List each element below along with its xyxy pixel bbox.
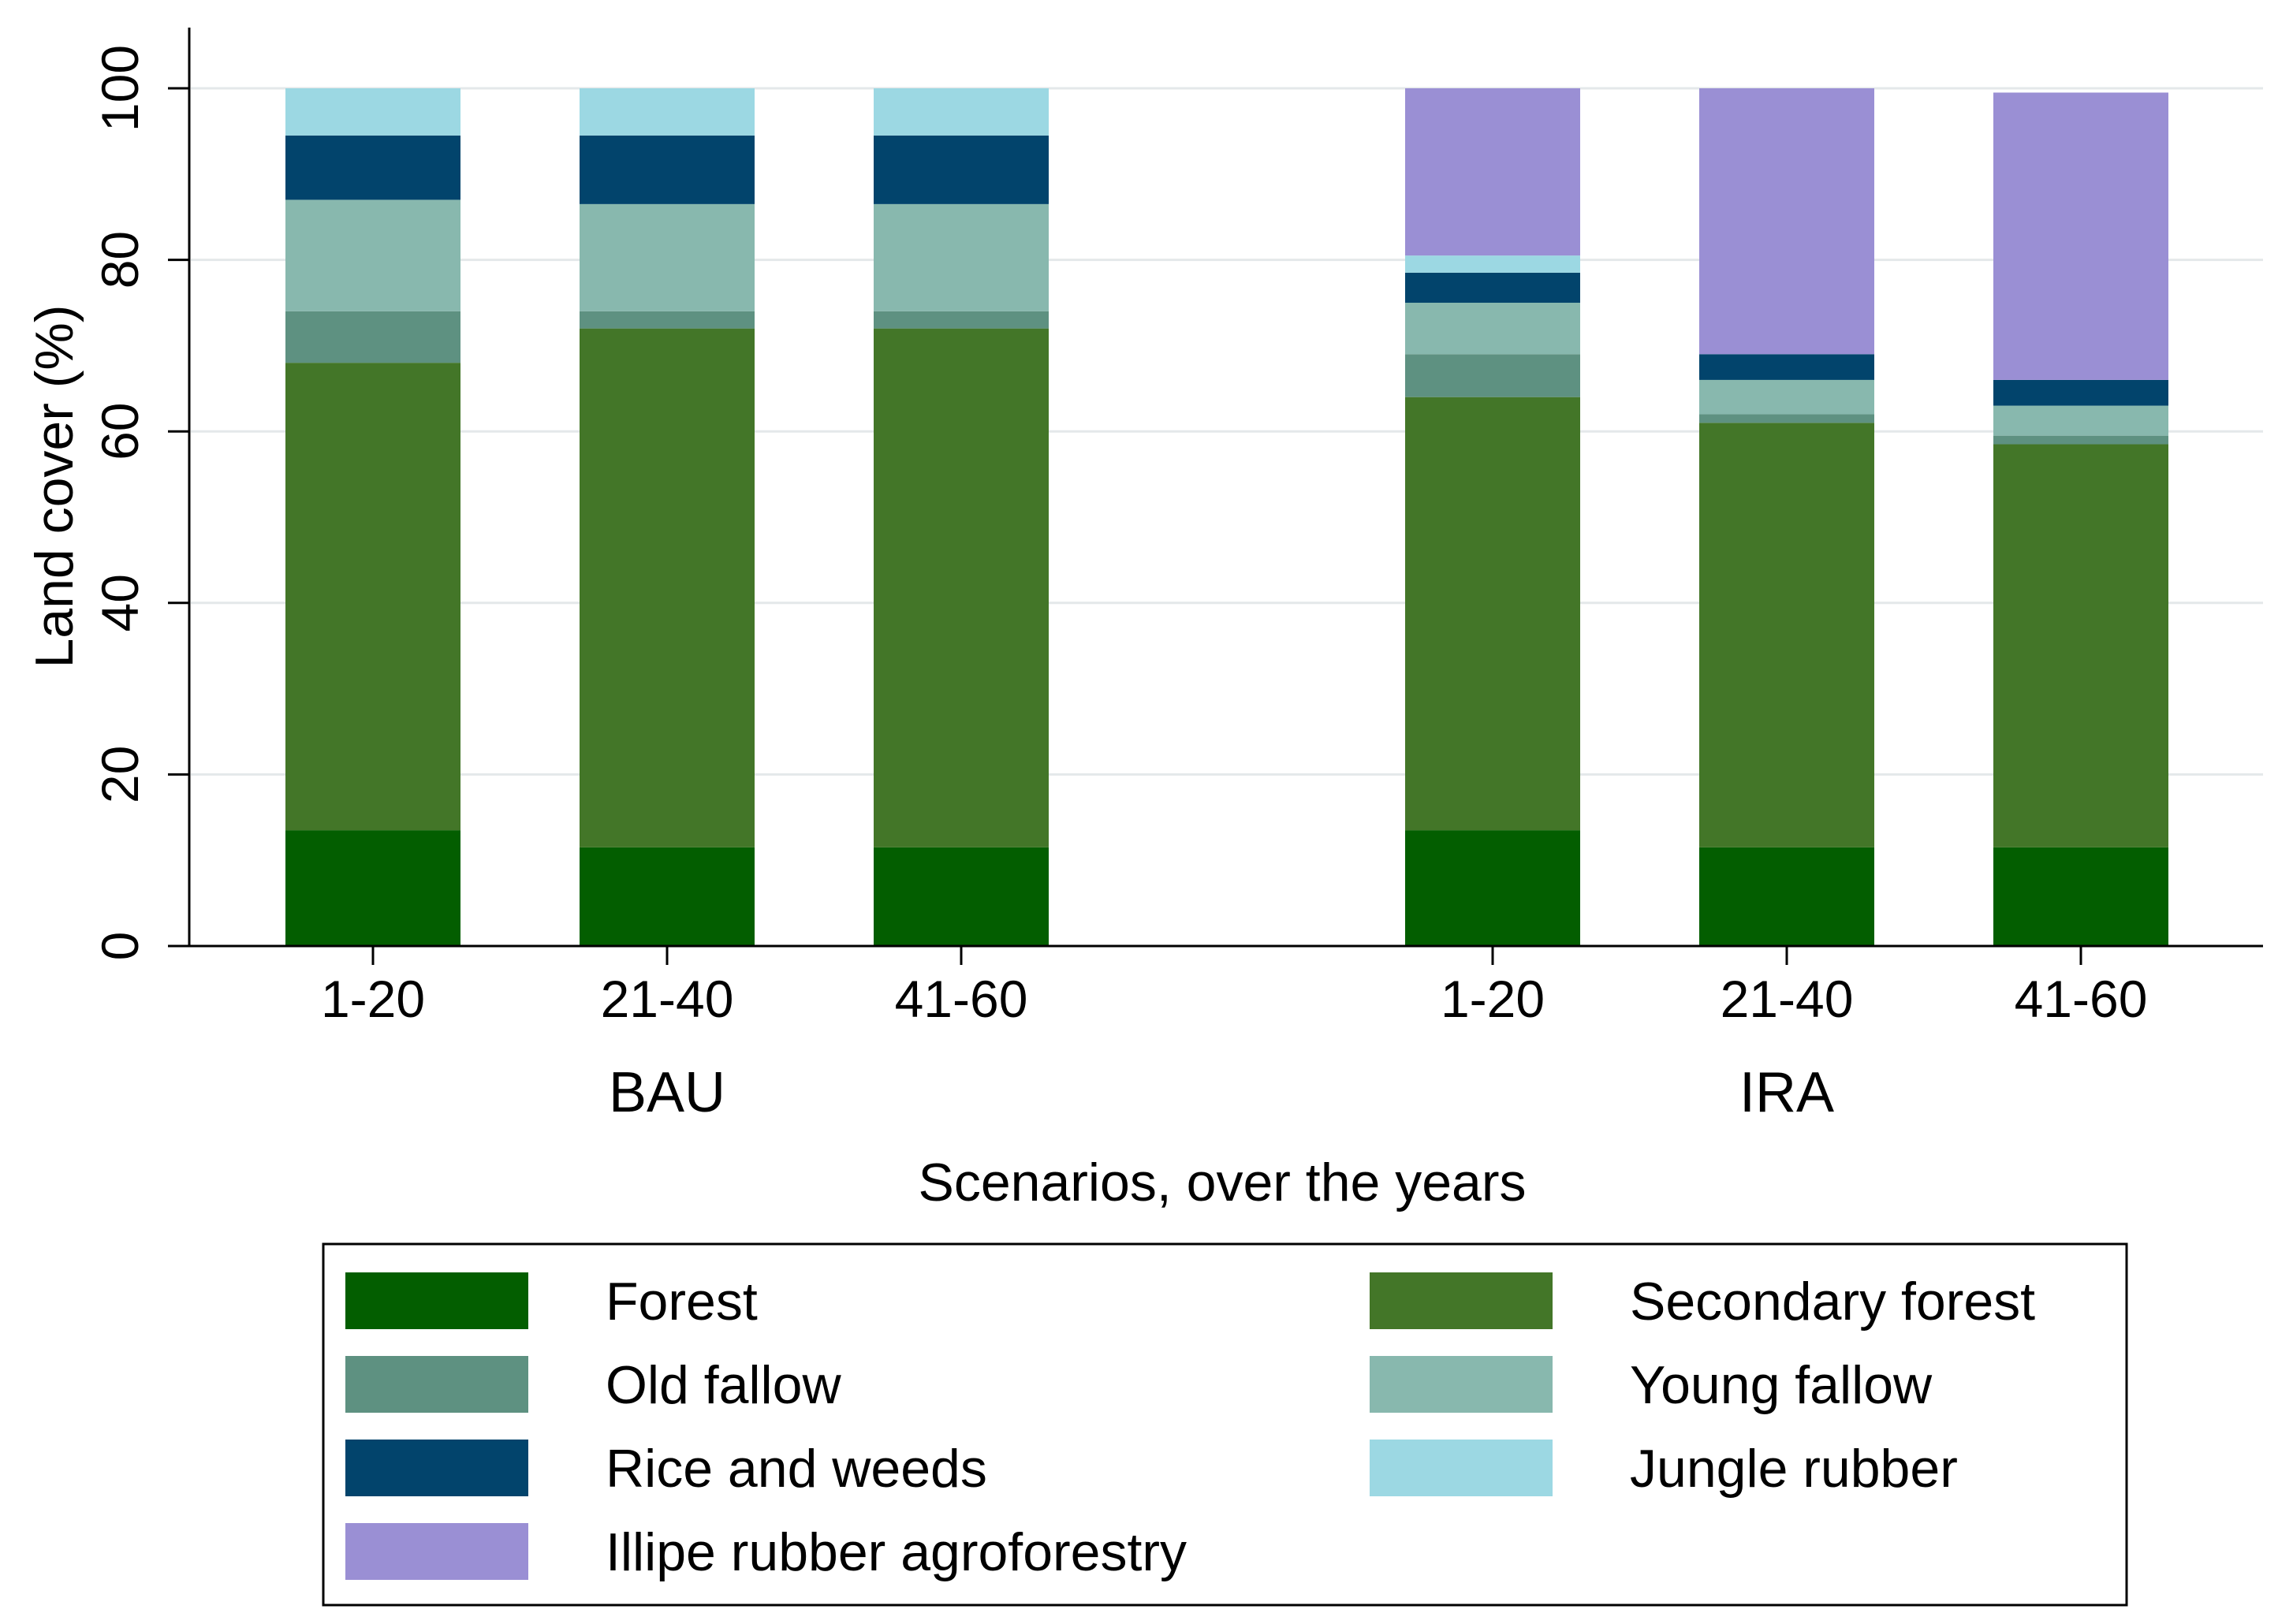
bar-segment — [1699, 847, 1874, 946]
bar-segment — [1405, 303, 1580, 355]
legend-swatch — [1370, 1356, 1553, 1413]
group-labels: BAU IRA — [609, 1061, 1834, 1124]
x-tick-label: 1-20 — [321, 970, 425, 1028]
y-tick-label: 0 — [91, 932, 149, 961]
legend-swatch — [345, 1356, 528, 1413]
y-tick-label: 100 — [91, 45, 149, 132]
x-tick-labels: 1-20 21-40 41-60 1-20 21-40 41-60 — [321, 946, 2147, 1028]
legend-label: Forest — [606, 1272, 758, 1332]
bar-segment — [874, 88, 1049, 136]
bar-segment — [1405, 88, 1580, 256]
bar-segment — [874, 328, 1049, 847]
bar-segment — [285, 135, 460, 200]
bar-segment — [1993, 92, 2168, 380]
y-tick-label: 60 — [91, 402, 149, 460]
bar-segment — [285, 199, 460, 311]
bar-segment — [1993, 847, 2168, 946]
y-tick-label: 80 — [91, 231, 149, 289]
bar-segment — [285, 88, 460, 136]
bar-segment — [580, 328, 755, 847]
bar-segment — [1993, 405, 2168, 436]
y-tick-label: 40 — [91, 574, 149, 631]
x-tick-label: 21-40 — [601, 970, 734, 1028]
bar-segment — [580, 135, 755, 204]
bar-segment — [1405, 830, 1580, 946]
legend-frame — [322, 1242, 2128, 1607]
legend-label: Secondary forest — [1630, 1272, 2035, 1332]
bar-segment — [874, 135, 1049, 204]
x-tick-label: 41-60 — [2015, 970, 2148, 1028]
bar-segment — [1699, 414, 1874, 423]
bar-segment — [874, 203, 1049, 311]
bar-segment — [1405, 272, 1580, 303]
legend: Forest Secondary forest Old fallow Young fa… — [322, 1242, 2128, 1607]
y-tick-label: 20 — [91, 746, 149, 803]
bar-segment — [1699, 379, 1874, 415]
bar-segment — [285, 311, 460, 363]
legend-swatch — [1370, 1440, 1553, 1496]
bar-segment — [285, 363, 460, 831]
bar-segment — [1405, 255, 1580, 273]
legend-swatch — [345, 1440, 528, 1496]
bar-segment — [1699, 354, 1874, 380]
x-tick-label: 41-60 — [895, 970, 1028, 1028]
x-tick-label: 1-20 — [1441, 970, 1545, 1028]
bar-segment — [1405, 354, 1580, 397]
y-ticks: 0 20 40 60 80 100 — [91, 45, 189, 960]
x-axis-title: Scenarios, over the years — [918, 1153, 1526, 1212]
bar-segment — [580, 847, 755, 946]
bar-segment — [285, 830, 460, 946]
bar-segment — [874, 847, 1049, 946]
bar-segment — [580, 88, 755, 136]
legend-swatch — [1370, 1272, 1553, 1329]
legend-label: Jungle rubber — [1630, 1439, 1958, 1499]
group-label: BAU — [609, 1061, 725, 1124]
axes — [188, 28, 2263, 948]
y-axis-title: Land cover (%) — [24, 304, 84, 668]
bar-segment — [874, 311, 1049, 329]
bars — [285, 88, 2168, 946]
bar-segment — [1993, 435, 2168, 445]
bar-segment — [580, 203, 755, 311]
bar-segment — [1993, 379, 2168, 406]
x-tick-label: 21-40 — [1721, 970, 1854, 1028]
legend-label: Old fallow — [606, 1355, 841, 1415]
bar-segment — [1699, 423, 1874, 847]
group-label: IRA — [1739, 1061, 1834, 1124]
legend-label: Illipe rubber agroforestry — [606, 1522, 1187, 1582]
bar-segment — [1699, 88, 1874, 355]
legend-swatch — [345, 1523, 528, 1580]
legend-label: Rice and weeds — [606, 1439, 987, 1499]
bar-segment — [1405, 397, 1580, 831]
legend-label: Young fallow — [1630, 1355, 1933, 1415]
gridlines — [191, 87, 2263, 776]
bar-segment — [580, 311, 755, 329]
legend-swatch — [345, 1272, 528, 1329]
bar-segment — [1993, 444, 2168, 847]
